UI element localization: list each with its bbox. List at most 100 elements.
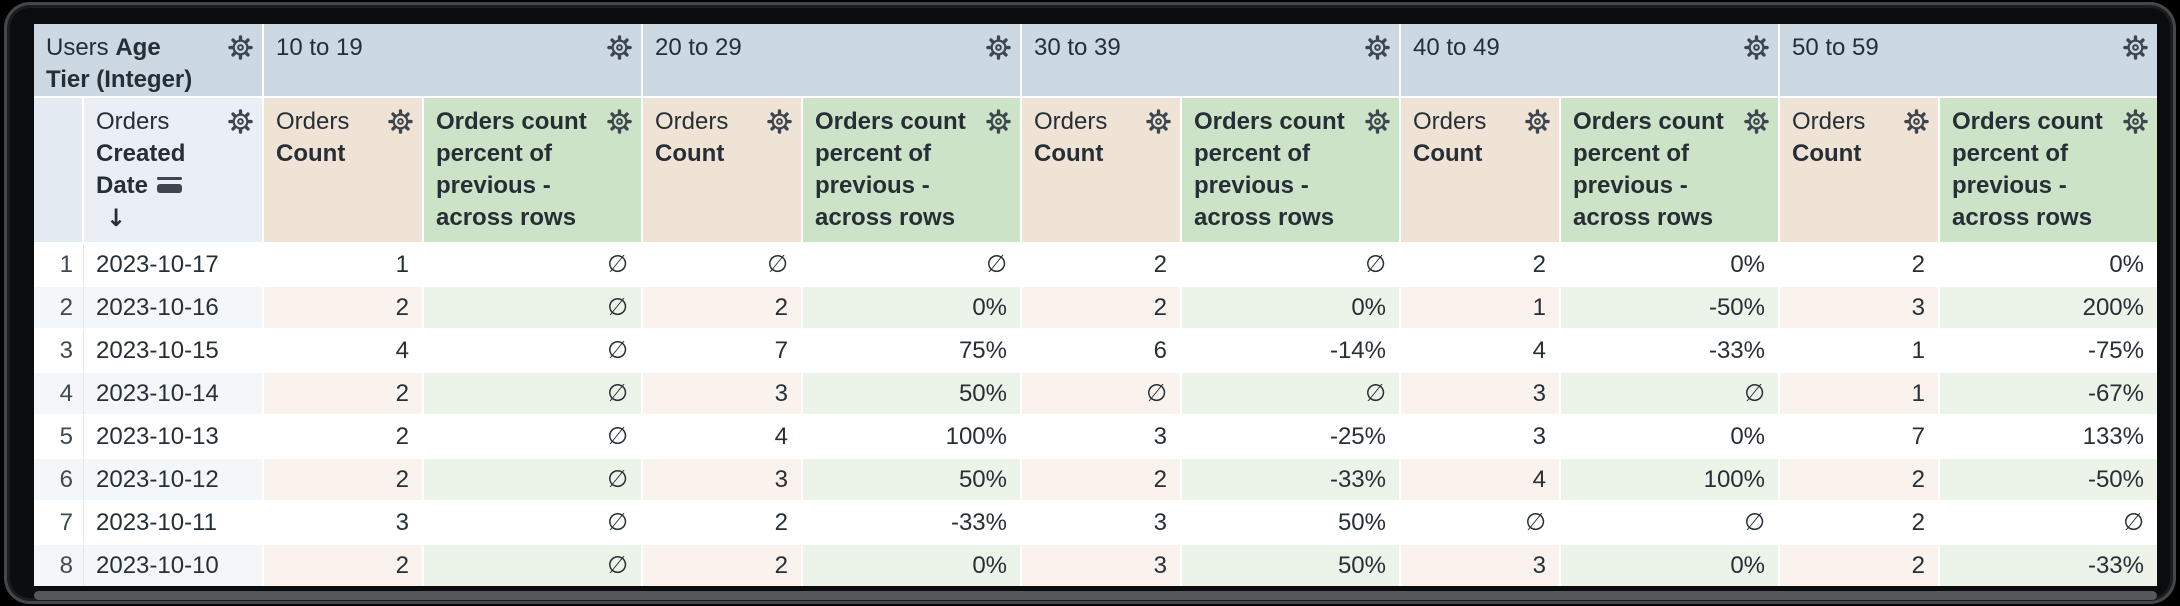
- percent-cell[interactable]: 75%: [803, 330, 1020, 371]
- count-cell[interactable]: 1: [264, 244, 422, 285]
- date-cell[interactable]: 2023-10-16: [84, 287, 262, 328]
- gear-icon[interactable]: [1903, 108, 1930, 135]
- percent-cell[interactable]: 100%: [1561, 459, 1778, 500]
- count-cell[interactable]: 7: [1780, 416, 1938, 457]
- count-cell[interactable]: 7: [643, 330, 801, 371]
- percent-column-header[interactable]: Orders count percent of previous - acros…: [424, 98, 641, 242]
- pivot-tier-header[interactable]: 10 to 19: [264, 24, 641, 96]
- percent-column-header[interactable]: Orders count percent of previous - acros…: [1940, 98, 2157, 242]
- date-cell[interactable]: 2023-10-13: [84, 416, 262, 457]
- gear-icon[interactable]: [1743, 34, 1770, 61]
- count-cell[interactable]: 3: [1401, 373, 1559, 414]
- count-cell[interactable]: 2: [1780, 502, 1938, 543]
- date-cell[interactable]: 2023-10-14: [84, 373, 262, 414]
- count-cell[interactable]: 4: [264, 330, 422, 371]
- percent-cell[interactable]: -33%: [803, 502, 1020, 543]
- percent-cell[interactable]: ∅: [424, 330, 641, 371]
- date-cell[interactable]: 2023-10-12: [84, 459, 262, 500]
- gear-icon[interactable]: [606, 108, 633, 135]
- percent-cell[interactable]: 0%: [1561, 244, 1778, 285]
- percent-cell[interactable]: ∅: [1940, 502, 2157, 543]
- count-cell[interactable]: 2: [264, 373, 422, 414]
- pivot-tier-header[interactable]: 20 to 29: [643, 24, 1020, 96]
- percent-cell[interactable]: 0%: [803, 287, 1020, 328]
- percent-column-header[interactable]: Orders count percent of previous - acros…: [803, 98, 1020, 242]
- percent-cell[interactable]: 50%: [1182, 502, 1399, 543]
- percent-cell[interactable]: ∅: [424, 502, 641, 543]
- date-cell[interactable]: 2023-10-17: [84, 244, 262, 285]
- percent-cell[interactable]: ∅: [424, 416, 641, 457]
- count-cell[interactable]: ∅: [1022, 373, 1180, 414]
- percent-cell[interactable]: ∅: [424, 244, 641, 285]
- count-cell[interactable]: 2: [264, 416, 422, 457]
- count-cell[interactable]: 4: [1401, 459, 1559, 500]
- percent-cell[interactable]: 0%: [1561, 416, 1778, 457]
- percent-cell[interactable]: ∅: [803, 244, 1020, 285]
- percent-cell[interactable]: 0%: [1940, 244, 2157, 285]
- gear-icon[interactable]: [1743, 108, 1770, 135]
- count-cell[interactable]: 2: [264, 287, 422, 328]
- gear-icon[interactable]: [1145, 108, 1172, 135]
- date-cell[interactable]: 2023-10-11: [84, 502, 262, 543]
- count-cell[interactable]: 3: [1022, 416, 1180, 457]
- count-cell[interactable]: 2: [1780, 244, 1938, 285]
- count-cell[interactable]: 3: [643, 373, 801, 414]
- count-cell[interactable]: ∅: [643, 244, 801, 285]
- gear-icon[interactable]: [387, 108, 414, 135]
- count-column-header[interactable]: Orders Count: [643, 98, 801, 242]
- pivot-tier-header[interactable]: 30 to 39: [1022, 24, 1399, 96]
- percent-cell[interactable]: -33%: [1182, 459, 1399, 500]
- percent-cell[interactable]: ∅: [1561, 373, 1778, 414]
- date-cell[interactable]: 2023-10-15: [84, 330, 262, 371]
- gear-icon[interactable]: [2122, 108, 2149, 135]
- count-column-header[interactable]: Orders Count: [1401, 98, 1559, 242]
- percent-cell[interactable]: 50%: [803, 373, 1020, 414]
- count-cell[interactable]: 2: [1401, 244, 1559, 285]
- count-cell[interactable]: 3: [1022, 502, 1180, 543]
- count-cell[interactable]: ∅: [1401, 502, 1559, 543]
- percent-cell[interactable]: -33%: [1561, 330, 1778, 371]
- gear-icon[interactable]: [227, 108, 254, 135]
- percent-cell[interactable]: -33%: [1940, 545, 2157, 586]
- date-cell[interactable]: 2023-10-10: [84, 545, 262, 586]
- pivot-tier-header[interactable]: 50 to 59: [1780, 24, 2157, 96]
- count-cell[interactable]: 2: [1022, 287, 1180, 328]
- percent-cell[interactable]: -75%: [1940, 330, 2157, 371]
- gear-icon[interactable]: [1364, 108, 1391, 135]
- percent-cell[interactable]: 0%: [803, 545, 1020, 586]
- percent-cell[interactable]: -14%: [1182, 330, 1399, 371]
- count-cell[interactable]: 3: [643, 459, 801, 500]
- percent-cell[interactable]: -50%: [1561, 287, 1778, 328]
- count-cell[interactable]: 4: [643, 416, 801, 457]
- gear-icon[interactable]: [766, 108, 793, 135]
- gear-icon[interactable]: [1524, 108, 1551, 135]
- percent-cell[interactable]: ∅: [424, 545, 641, 586]
- count-cell[interactable]: 2: [643, 502, 801, 543]
- percent-cell[interactable]: ∅: [1182, 244, 1399, 285]
- percent-cell[interactable]: 133%: [1940, 416, 2157, 457]
- count-cell[interactable]: 3: [1022, 545, 1180, 586]
- percent-cell[interactable]: ∅: [424, 459, 641, 500]
- count-cell[interactable]: 3: [1401, 416, 1559, 457]
- percent-cell[interactable]: 0%: [1182, 287, 1399, 328]
- gear-icon[interactable]: [2122, 34, 2149, 61]
- count-cell[interactable]: 2: [1022, 459, 1180, 500]
- percent-cell[interactable]: -50%: [1940, 459, 2157, 500]
- count-cell[interactable]: 3: [264, 502, 422, 543]
- count-cell[interactable]: 2: [1022, 244, 1180, 285]
- count-cell[interactable]: 4: [1401, 330, 1559, 371]
- count-cell[interactable]: 2: [264, 545, 422, 586]
- pivot-tier-header[interactable]: 40 to 49: [1401, 24, 1778, 96]
- percent-cell[interactable]: ∅: [424, 287, 641, 328]
- count-cell[interactable]: 3: [1780, 287, 1938, 328]
- gear-icon[interactable]: [227, 34, 254, 61]
- percent-cell[interactable]: -67%: [1940, 373, 2157, 414]
- gear-icon[interactable]: [606, 34, 633, 61]
- count-cell[interactable]: 1: [1780, 330, 1938, 371]
- percent-cell[interactable]: 50%: [1182, 545, 1399, 586]
- count-column-header[interactable]: Orders Count: [1022, 98, 1180, 242]
- percent-cell[interactable]: ∅: [1561, 502, 1778, 543]
- percent-cell[interactable]: ∅: [1182, 373, 1399, 414]
- count-column-header[interactable]: Orders Count: [264, 98, 422, 242]
- count-cell[interactable]: 2: [643, 287, 801, 328]
